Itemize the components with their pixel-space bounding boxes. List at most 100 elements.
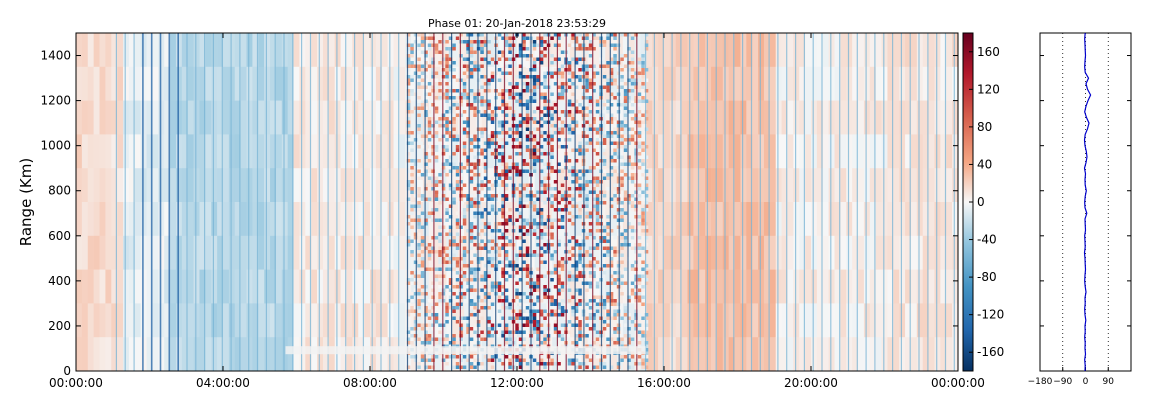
heatmap-cell <box>490 183 495 187</box>
heatmap-cell <box>459 365 463 369</box>
heatmap-cell <box>532 208 537 212</box>
heatmap-cell <box>275 303 283 338</box>
heatmap-cell <box>550 316 554 320</box>
heatmap-cell <box>728 202 735 237</box>
heatmap-cell <box>716 303 724 338</box>
heatmap-cell <box>775 303 782 338</box>
heatmap-cell <box>578 176 582 180</box>
heatmap-cell <box>483 113 488 117</box>
heatmap-cell <box>515 316 519 320</box>
heatmap-cell <box>501 71 505 75</box>
heatmap-cell <box>592 117 596 121</box>
heatmap-cell <box>334 33 341 68</box>
heatmap-cell <box>846 33 853 68</box>
heatmap-cell <box>469 201 474 205</box>
heatmap-cell <box>340 269 347 304</box>
heatmap-cell <box>504 40 509 44</box>
heatmap-cell <box>405 235 412 270</box>
heatmap-cell <box>387 168 394 203</box>
heatmap-cell <box>634 313 638 317</box>
heatmap-cell <box>152 303 159 338</box>
heatmap-cell <box>459 253 463 257</box>
heatmap-cell <box>518 103 523 107</box>
heatmap-cell <box>228 168 236 203</box>
heatmap-cell <box>536 330 540 334</box>
profile-series-line <box>1083 32 1092 372</box>
heatmap-cell <box>448 106 453 110</box>
heatmap-cell <box>899 33 906 68</box>
heatmap-cell <box>539 96 544 100</box>
heatmap-cell <box>536 327 540 331</box>
heatmap-cell <box>946 337 953 372</box>
heatmap-cell <box>431 337 435 341</box>
heatmap-cell <box>381 202 388 237</box>
heatmap-cell <box>525 134 530 138</box>
heatmap-cell <box>501 201 505 205</box>
heatmap-cell <box>459 292 463 296</box>
heatmap-cell <box>264 202 271 237</box>
heatmap-cell <box>413 194 418 198</box>
heatmap-cell <box>490 197 495 201</box>
heatmap-cell <box>644 222 649 226</box>
heatmap-cell <box>525 362 530 366</box>
heatmap-cell <box>515 131 519 135</box>
heatmap-cell <box>452 43 456 47</box>
heatmap-cell <box>469 169 474 173</box>
heatmap-cell <box>487 337 494 372</box>
heatmap-cell <box>508 96 512 100</box>
heatmap-cell <box>473 162 477 166</box>
heatmap-cell <box>550 358 554 362</box>
heatmap-cell <box>781 134 788 169</box>
heatmap-cell <box>287 235 294 270</box>
heatmap-cell <box>452 61 456 65</box>
heatmap-cell <box>93 269 100 304</box>
heatmap-cell <box>593 134 600 169</box>
heatmap-cell <box>427 323 432 327</box>
heatmap-cell <box>441 71 446 75</box>
heatmap-cell <box>246 66 253 101</box>
heatmap-cell <box>928 66 935 101</box>
heatmap-cell <box>609 292 614 296</box>
heatmap-cell <box>852 33 859 68</box>
heatmap-cell <box>405 303 412 338</box>
heatmap-cell <box>504 57 509 61</box>
heatmap-cell <box>424 365 428 369</box>
heatmap-cell <box>458 134 465 169</box>
heatmap-cell <box>497 36 502 40</box>
heatmap-cell <box>536 78 540 82</box>
heatmap-cell <box>652 66 659 101</box>
heatmap-cell <box>504 141 509 145</box>
heatmap-cell <box>134 269 141 304</box>
heatmap-cell <box>427 173 432 177</box>
heatmap-cell <box>595 211 600 215</box>
heatmap-cell <box>438 180 442 184</box>
heatmap-cell <box>441 225 446 229</box>
heatmap-cell <box>641 96 645 100</box>
heatmap-cell <box>128 66 136 101</box>
heatmap-cell <box>553 169 558 173</box>
heatmap-cell <box>441 257 446 261</box>
heatmap-cell <box>952 235 959 270</box>
heatmap-cell <box>375 134 383 169</box>
heatmap-cell <box>630 267 635 271</box>
heatmap-cell <box>630 204 635 208</box>
heatmap-cell <box>606 299 610 303</box>
heatmap-cell <box>434 302 439 306</box>
heatmap-cell <box>560 75 565 79</box>
heatmap-cell <box>517 134 524 169</box>
heatmap-cell <box>687 33 694 68</box>
heatmap-cell <box>441 124 446 128</box>
heatmap-cell <box>571 187 575 191</box>
heatmap-cell <box>934 66 941 101</box>
heatmap-cell <box>490 110 495 114</box>
heatmap-cell <box>525 54 530 58</box>
heatmap-cell <box>508 43 512 47</box>
heatmap-cell <box>462 211 467 215</box>
heatmap-cell <box>81 269 89 304</box>
heatmap-cell <box>305 134 312 169</box>
heatmap-cell <box>609 145 614 149</box>
heatmap-cell <box>427 215 432 219</box>
heatmap-cell <box>427 138 432 142</box>
heatmap-cell <box>623 103 628 107</box>
heatmap-cell <box>616 138 621 142</box>
